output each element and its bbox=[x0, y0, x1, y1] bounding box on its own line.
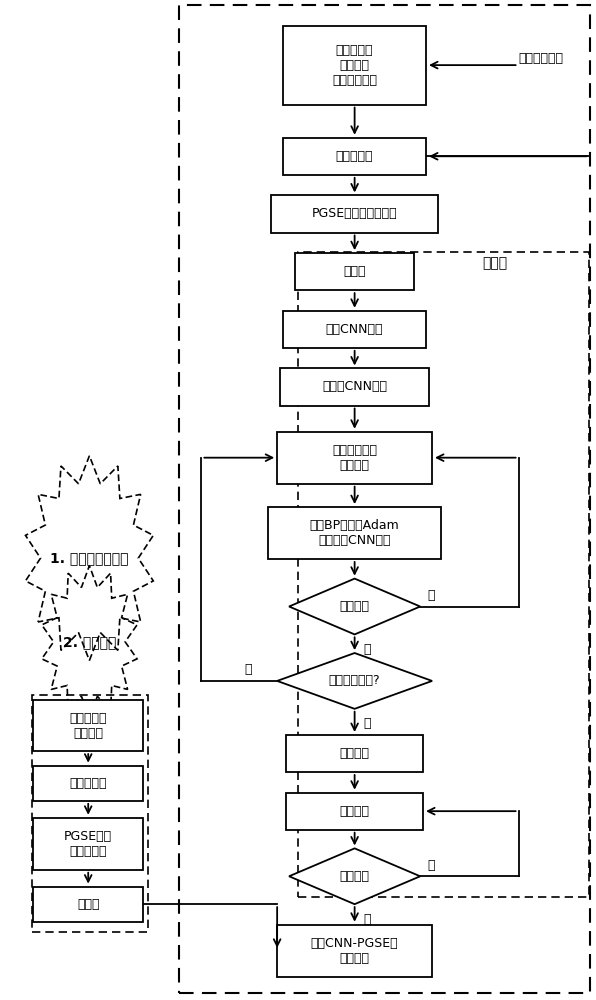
FancyBboxPatch shape bbox=[33, 887, 143, 922]
Text: 数据预处理: 数据预处理 bbox=[70, 777, 107, 790]
Text: 否: 否 bbox=[244, 663, 252, 676]
Text: 达到目标: 达到目标 bbox=[340, 870, 370, 883]
Text: 达到目标: 达到目标 bbox=[340, 600, 370, 613]
Text: 数据预处理: 数据预处理 bbox=[336, 150, 373, 163]
FancyBboxPatch shape bbox=[33, 818, 143, 870]
Text: 1. 离线训练并验证: 1. 离线训练并验证 bbox=[50, 551, 129, 565]
Text: 设标签: 设标签 bbox=[343, 265, 366, 278]
Polygon shape bbox=[277, 653, 432, 709]
FancyBboxPatch shape bbox=[277, 432, 432, 484]
Text: 计算损失函数
和准确率: 计算损失函数 和准确率 bbox=[332, 444, 377, 472]
Text: 建立CNN构架: 建立CNN构架 bbox=[326, 323, 383, 336]
Text: 测试集: 测试集 bbox=[483, 256, 508, 270]
Text: PGSE分析
得到谱熵图: PGSE分析 得到谱熵图 bbox=[64, 830, 112, 858]
FancyBboxPatch shape bbox=[283, 311, 426, 348]
Text: 是: 是 bbox=[363, 717, 371, 730]
FancyBboxPatch shape bbox=[295, 253, 414, 290]
FancyBboxPatch shape bbox=[33, 766, 143, 801]
FancyBboxPatch shape bbox=[33, 700, 143, 751]
Text: PGSE分析得到谱熵图: PGSE分析得到谱熵图 bbox=[312, 207, 398, 220]
Text: 航空发动机
控制系统: 航空发动机 控制系统 bbox=[70, 712, 107, 740]
FancyBboxPatch shape bbox=[283, 26, 426, 105]
FancyBboxPatch shape bbox=[286, 793, 423, 830]
Text: 模型验证: 模型验证 bbox=[340, 805, 370, 818]
Text: 否: 否 bbox=[427, 589, 435, 602]
Polygon shape bbox=[289, 848, 420, 904]
Text: 使用BP算法和Adam
算法训练CNN模型: 使用BP算法和Adam 算法训练CNN模型 bbox=[310, 519, 399, 547]
Text: 是: 是 bbox=[363, 913, 371, 926]
Text: 基于CNN-PGSE的
故障诊断: 基于CNN-PGSE的 故障诊断 bbox=[311, 937, 399, 965]
FancyBboxPatch shape bbox=[283, 138, 426, 175]
FancyBboxPatch shape bbox=[277, 925, 432, 977]
Text: 最大迭代周期?: 最大迭代周期? bbox=[329, 674, 380, 687]
Text: 训练完成: 训练完成 bbox=[340, 747, 370, 760]
Polygon shape bbox=[289, 579, 420, 634]
Text: 实测历史数据: 实测历史数据 bbox=[519, 52, 564, 65]
Text: 否: 否 bbox=[427, 859, 435, 872]
FancyBboxPatch shape bbox=[271, 195, 438, 233]
FancyBboxPatch shape bbox=[286, 735, 423, 772]
Text: 设标签: 设标签 bbox=[77, 898, 100, 911]
Text: 初始化CNN参数: 初始化CNN参数 bbox=[322, 380, 387, 393]
Text: 2. 在线运行: 2. 在线运行 bbox=[63, 635, 116, 649]
Text: 航空发动机
控制系统
传感器数据集: 航空发动机 控制系统 传感器数据集 bbox=[332, 44, 377, 87]
FancyBboxPatch shape bbox=[280, 368, 429, 406]
Text: 是: 是 bbox=[363, 643, 371, 656]
FancyBboxPatch shape bbox=[268, 507, 441, 559]
